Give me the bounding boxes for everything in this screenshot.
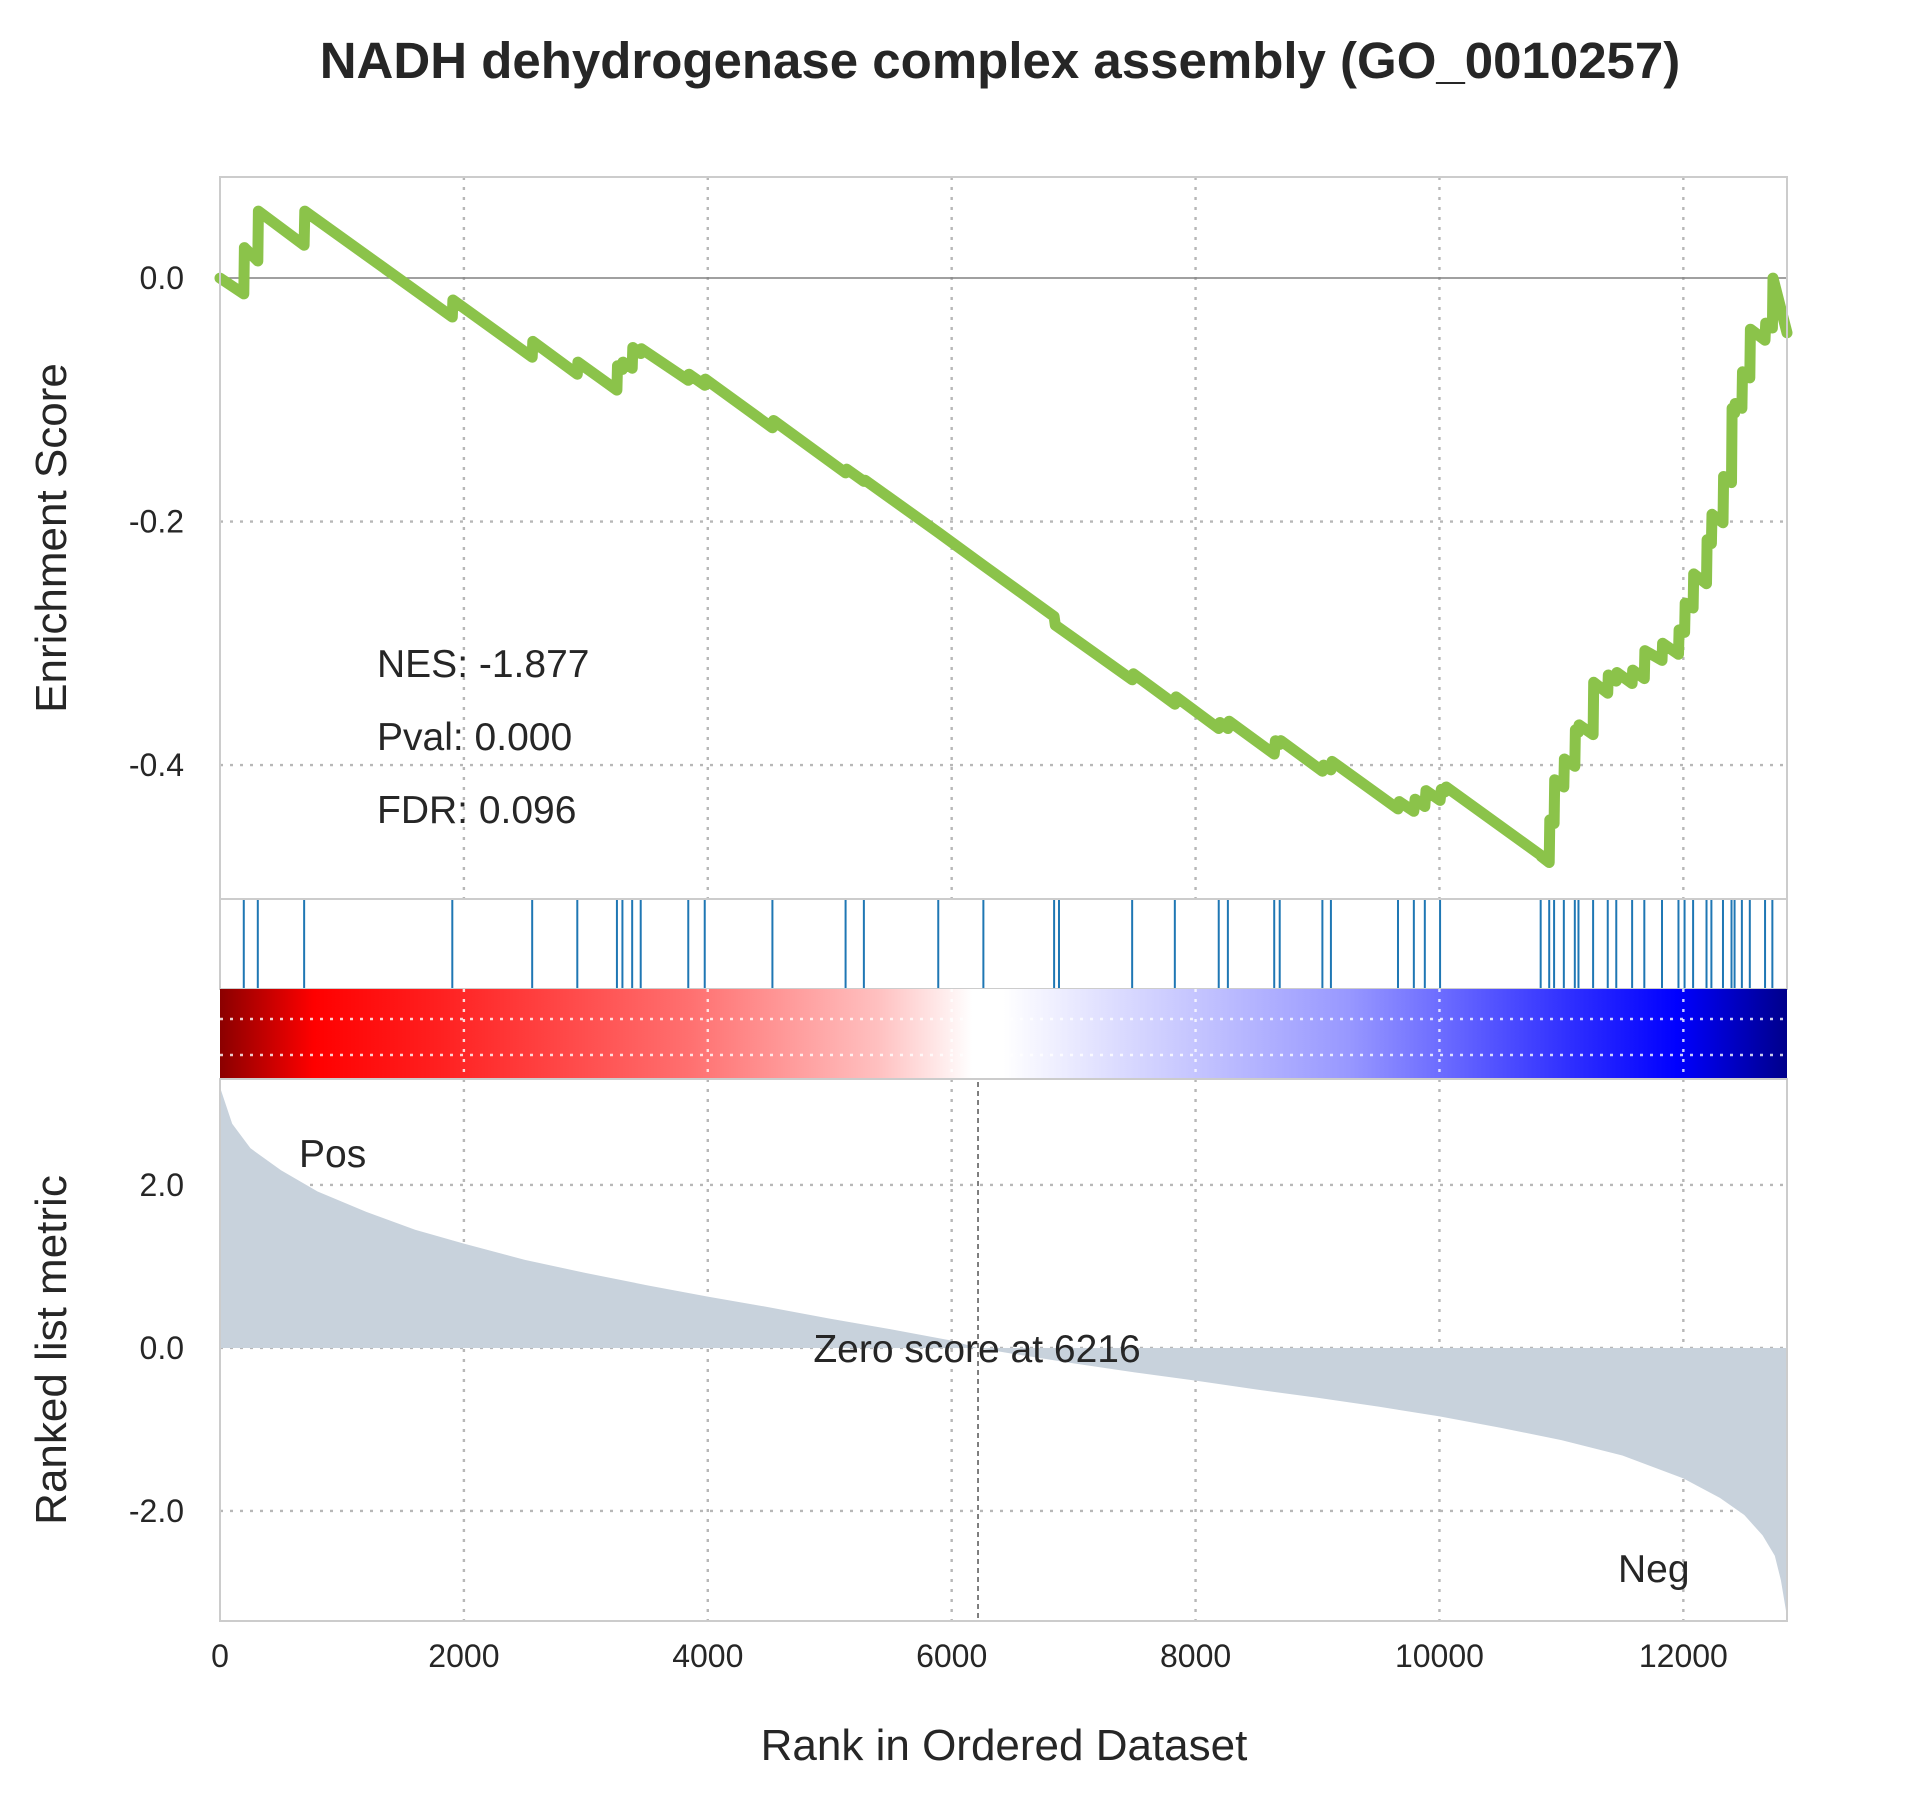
- es-curve: [214, 205, 1793, 868]
- metric-xtick-label: 2000: [428, 1638, 499, 1674]
- es-ytick-label: -0.4: [129, 747, 184, 783]
- hits-frame: [219, 898, 1788, 990]
- zero-score-label: Zero score at 6216: [813, 1328, 1140, 1371]
- metric-xticks: 0 2000 4000 6000 8000 10000 12000: [211, 1638, 1728, 1674]
- metric-frame: [219, 1078, 1788, 1622]
- es-gridlines: [220, 177, 1787, 899]
- neg-label: Neg: [1618, 1548, 1690, 1591]
- es-yticks: 0.0 -0.2 -0.4: [129, 260, 184, 783]
- fdr-text: FDR: 0.096: [377, 789, 576, 832]
- es-ylabel: Enrichment Score: [27, 363, 76, 713]
- metric-xtick-label: 6000: [916, 1638, 987, 1674]
- colorbar-gridlines: [220, 989, 1787, 1079]
- nes-text: NES: -1.877: [377, 643, 589, 686]
- metric-xtick-label: 4000: [672, 1638, 743, 1674]
- metric-xtick-label: 8000: [1160, 1638, 1231, 1674]
- metric-xlabel: Rank in Ordered Dataset: [761, 1721, 1248, 1770]
- chart-title: NADH dehydrogenase complex assembly (GO_…: [320, 32, 1681, 89]
- metric-panel: 2.0 0.0 -2.0 0 2000 4000 6000 8000 10000 12000 R…: [27, 1078, 1788, 1770]
- pos-label: Pos: [299, 1133, 366, 1176]
- metric-xtick-label: 12000: [1639, 1638, 1728, 1674]
- metric-ytick-label: 0.0: [140, 1330, 184, 1366]
- metric-ytick-label: -2.0: [129, 1493, 184, 1529]
- metric-xtick-label: 0: [211, 1638, 229, 1674]
- es-panel: 0.0 -0.2 -0.4 Enrichment Score NES: -1.877…: [27, 176, 1793, 900]
- es-ytick-label: 0.0: [140, 260, 184, 296]
- metric-xtick-label: 10000: [1395, 1638, 1484, 1674]
- pval-text: Pval: 0.000: [377, 716, 572, 759]
- hits-panel: [219, 898, 1788, 990]
- hit-ticks: [242, 899, 1788, 989]
- metric-ytick-label: 2.0: [140, 1167, 184, 1203]
- colorbar-panel: [220, 989, 1787, 1079]
- metric-yticks: 2.0 0.0 -2.0: [129, 1167, 184, 1529]
- metric-area: [220, 1087, 1787, 1617]
- colorbar: [220, 989, 1787, 1079]
- metric-ylabel: Ranked list metric: [27, 1175, 76, 1525]
- es-ytick-label: -0.2: [129, 504, 184, 540]
